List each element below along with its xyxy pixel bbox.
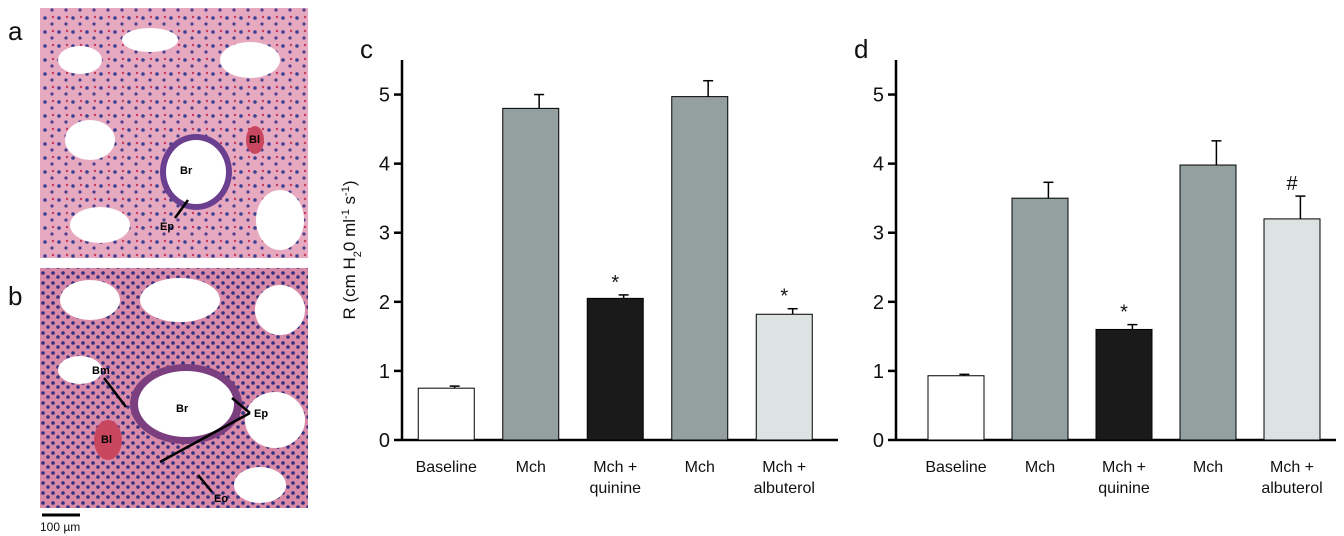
panel-label: a [8, 16, 23, 46]
panel-label: d [854, 34, 868, 64]
annotation: * [780, 286, 788, 308]
y-axis-label-part: 0 ml [340, 219, 359, 251]
y-tick-label: 4 [379, 154, 390, 176]
bar [756, 314, 812, 440]
x-tick-label: Mch [1025, 459, 1055, 476]
x-tick-label: albuterol [1261, 480, 1322, 497]
y-axis-label-part: ) [340, 180, 359, 186]
scale-label: 100 µm [40, 520, 80, 534]
bar [1180, 165, 1236, 440]
y-tick-label: 1 [873, 361, 884, 383]
bar [928, 376, 984, 440]
bar [672, 97, 728, 440]
micrograph-b [40, 268, 308, 508]
y-tick-label: 5 [873, 85, 884, 107]
y-tick-label: 0 [379, 430, 390, 452]
bar [1012, 198, 1068, 440]
micro-label: Eo [214, 493, 228, 505]
y-tick-label: 2 [873, 292, 884, 314]
annotation: # [1286, 173, 1298, 195]
micro-label: Ep [160, 221, 174, 233]
x-tick-label: Mch [516, 459, 546, 476]
annotation: * [611, 272, 619, 294]
x-tick-label: Mch + [593, 459, 637, 476]
bar [1264, 219, 1320, 440]
x-tick-label: albuterol [754, 480, 815, 497]
x-tick-label: Baseline [416, 459, 477, 476]
micro-label: Bm [92, 365, 110, 377]
y-axis-label-part: -1 [340, 209, 352, 219]
micro-label: Bl [101, 434, 112, 446]
y-tick-label: 3 [379, 223, 390, 245]
panel-label: c [360, 34, 373, 64]
panel-label: b [8, 281, 22, 311]
x-tick-label: Mch [1193, 459, 1223, 476]
x-tick-label: Mch + [762, 459, 806, 476]
y-tick-label: 1 [379, 361, 390, 383]
x-tick-label: quinine [589, 480, 641, 497]
y-axis-label-part: s [340, 196, 359, 209]
micro-label: Ep [254, 408, 268, 420]
micro-label: Bl [249, 134, 260, 146]
figure: a Br Bl Ep b Bm Br Bl Ep Eo 100 µm c 0 1 2 3… [0, 0, 1344, 536]
y-tick-label: 3 [873, 223, 884, 245]
micro-label: Br [176, 403, 189, 415]
x-tick-label: Mch [685, 459, 715, 476]
x-tick-label: Mch + [1270, 459, 1314, 476]
y-tick-label: 2 [379, 292, 390, 314]
y-tick-label: 4 [873, 154, 884, 176]
x-tick-label: Mch + [1102, 459, 1146, 476]
y-tick-label: 0 [873, 430, 884, 452]
bar [418, 388, 474, 440]
annotation: * [1120, 302, 1128, 324]
bar [1096, 329, 1152, 440]
y-axis-label-part: R (cm H [340, 257, 359, 319]
y-tick-label: 5 [379, 85, 390, 107]
y-axis-label: R (cm H20 ml-1 s-1) [340, 180, 364, 319]
micro-label: Br [180, 165, 193, 177]
bar [503, 108, 559, 440]
bar [587, 298, 643, 440]
x-tick-label: Baseline [925, 459, 986, 476]
y-axis-label-part: -1 [340, 186, 352, 196]
x-tick-label: quinine [1098, 480, 1150, 497]
